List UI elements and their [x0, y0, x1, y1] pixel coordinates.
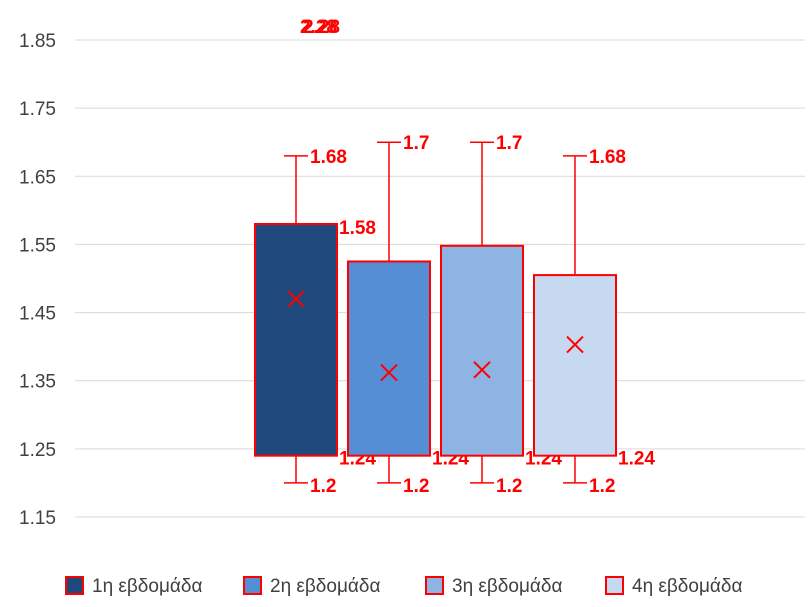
outlier-label: 2.28: [300, 17, 337, 38]
y-tick-label: 1.85: [19, 31, 56, 52]
legend-item-1: 1η εβδομάδα: [65, 576, 202, 597]
legend-swatch: [65, 576, 84, 595]
box-1: 1.681.581.241.2: [254, 147, 376, 497]
legend-label: 2η εβδομάδα: [270, 576, 380, 597]
mean-marker: [473, 361, 491, 379]
mean-marker: [566, 335, 584, 354]
y-tick-label: 1.15: [19, 508, 56, 529]
y-axis-ticks: 1.15 1.25 1.35 1.45 1.55 1.65 1.75 1.85: [19, 31, 56, 529]
iqr-box: [440, 244, 524, 457]
legend: 1η εβδομάδα 2η εβδομάδα 3η εβδομάδα 4η εβδο…: [65, 576, 742, 597]
mean-marker: [380, 363, 398, 382]
legend-swatch: [605, 576, 624, 595]
max-label: 1.7: [496, 133, 522, 154]
min-label: 1.2: [589, 476, 615, 497]
y-tick-label: 1.35: [19, 372, 56, 393]
y-tick-label: 1.45: [19, 304, 56, 325]
max-label: 1.68: [589, 147, 626, 168]
legend-label: 3η εβδομάδα: [452, 576, 562, 597]
mean-marker: [287, 290, 305, 308]
legend-item-3: 3η εβδομάδα: [425, 576, 562, 597]
y-tick-label: 1.75: [19, 99, 56, 120]
max-label: 1.7: [403, 133, 429, 154]
legend-label: 1η εβδομάδα: [92, 576, 202, 597]
legend-item-2: 2η εβδομάδα: [243, 576, 380, 597]
legend-swatch: [243, 576, 262, 595]
iqr-box: [347, 260, 431, 457]
min-label: 1.2: [496, 476, 522, 497]
iqr-box: [533, 274, 617, 457]
box-4: 1.68 1.241.2: [533, 147, 655, 497]
legend-label: 4η εβδομάδα: [632, 576, 742, 597]
min-label: 1.2: [310, 476, 336, 497]
outlier-labels: 2.282.28: [300, 17, 340, 38]
legend-swatch: [425, 576, 444, 595]
y-tick-label: 1.65: [19, 167, 56, 188]
box-3: 1.71.241.2: [440, 133, 562, 497]
min-label: 1.2: [403, 476, 429, 497]
legend-item-4: 4η εβδομάδα: [605, 576, 742, 597]
y-tick-label: 1.25: [19, 440, 56, 461]
q3-label: 1.58: [339, 218, 376, 239]
outlier-label: 2.28: [303, 17, 340, 38]
iqr-box: [254, 222, 338, 457]
boxes: 1.681.581.241.21.71.241.21.71.241.21.681…: [254, 133, 655, 497]
q1-label: 1.24: [618, 449, 655, 470]
y-tick-label: 1.55: [19, 235, 56, 256]
max-label: 1.68: [310, 147, 347, 168]
